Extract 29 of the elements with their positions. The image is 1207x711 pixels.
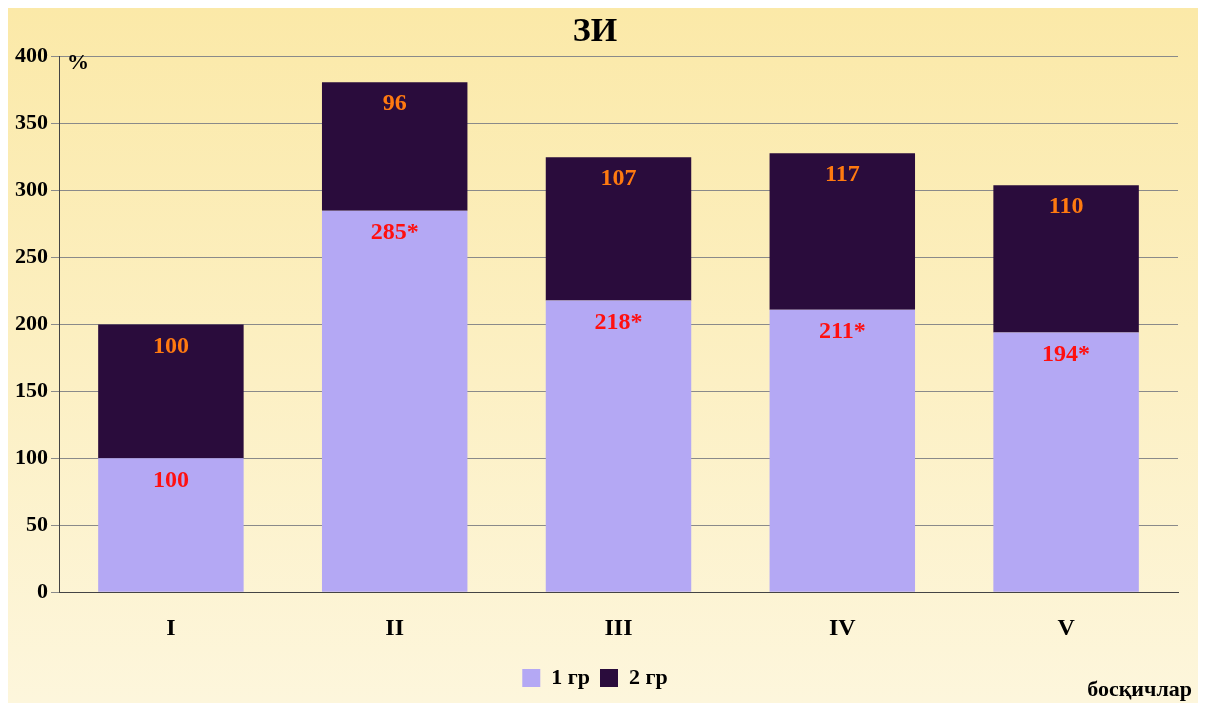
data-label: 110 xyxy=(1048,192,1084,219)
data-label: 107 xyxy=(600,164,637,191)
data-label: 218* xyxy=(594,307,643,334)
data-label: 117 xyxy=(824,160,860,187)
data-label: 100 xyxy=(152,465,189,492)
y-axis-title: % xyxy=(67,49,89,75)
legend-label: 1 гр xyxy=(551,663,591,689)
x-tick-label: I xyxy=(166,613,176,640)
x-tick-label: IV xyxy=(828,613,857,640)
x-tick-label: III xyxy=(604,613,633,640)
x-tick-label: II xyxy=(385,613,405,640)
y-tick-label: 50 xyxy=(26,510,48,536)
y-tick-label: 100 xyxy=(15,444,48,470)
y-tick-label: 150 xyxy=(15,377,48,403)
y-tick-label: 350 xyxy=(15,109,48,135)
x-tick-label: V xyxy=(1057,613,1076,640)
data-label: 194* xyxy=(1042,339,1091,366)
data-label: 211* xyxy=(818,316,866,343)
data-label: 96 xyxy=(382,89,407,116)
data-label: 100 xyxy=(152,331,189,358)
x-axis-title: босқичлар xyxy=(1087,675,1192,701)
y-tick-label: 250 xyxy=(15,243,48,269)
y-tick-label: 400 xyxy=(15,42,48,68)
y-tick-label: 0 xyxy=(37,577,48,603)
data-label: 285* xyxy=(370,217,419,244)
y-tick-label: 300 xyxy=(15,176,48,202)
chart-title: ЗИ xyxy=(572,11,618,49)
y-tick-label: 200 xyxy=(15,310,48,336)
legend-label: 2 гр xyxy=(629,663,668,689)
